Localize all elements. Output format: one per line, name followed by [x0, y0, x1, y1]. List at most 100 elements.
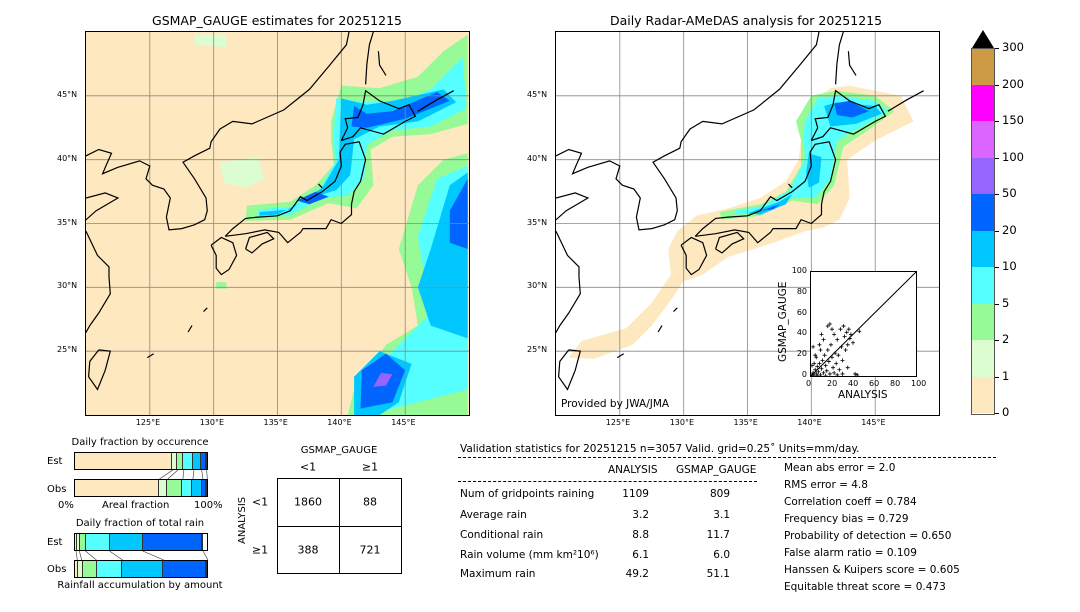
- score-line: Hanssen & Kuipers score = 0.605: [784, 564, 960, 576]
- stat-analysis-value: 6.1: [632, 549, 649, 561]
- lat-tick-label: 35°N: [57, 217, 78, 227]
- bar-segment: [172, 453, 178, 469]
- scatter-point: [835, 372, 840, 377]
- colorbar-tick: [995, 157, 999, 159]
- bar-segment: [162, 561, 206, 577]
- colorbar-tick: [995, 376, 999, 378]
- precip-region: [747, 194, 793, 215]
- cell-hit: 721: [359, 543, 381, 557]
- stat-label: Conditional rain: [460, 529, 544, 541]
- coastline: [557, 349, 582, 391]
- colorbar-tick: [995, 194, 999, 195]
- coastline: [847, 51, 857, 76]
- colorbar-label: 10: [1002, 259, 1017, 273]
- scatter-ytick: 80: [796, 286, 807, 296]
- score-line: False alarm ratio = 0.109: [784, 547, 917, 559]
- colorbar-tick: [995, 230, 999, 232]
- scatter-point: [825, 324, 830, 329]
- colorbar-extend-arrow: [972, 30, 994, 48]
- colorbar-tick: [995, 121, 999, 122]
- stats-title: Validation statistics for 20251215 n=305…: [460, 443, 860, 455]
- lat-tick-label: 40°N: [527, 153, 548, 163]
- scatter-point: [855, 372, 860, 377]
- right-map-title: Daily Radar-AMeDAS analysis for 20251215: [609, 13, 883, 28]
- score-line: Frequency bias = 0.729: [784, 513, 909, 525]
- scatter-xtick: 20: [827, 379, 838, 388]
- scatter-point: [828, 342, 833, 347]
- colorbar-segment: [972, 84, 994, 121]
- colorbar-tick: [995, 340, 999, 341]
- bar-segment: [75, 534, 77, 550]
- bar-segment: [158, 480, 168, 496]
- scatter-point: [845, 342, 850, 347]
- scatter-point: [847, 336, 852, 341]
- stat-gsmap-value: 3.1: [713, 509, 730, 521]
- stat-analysis-value: 3.2: [632, 509, 649, 521]
- bar-segment: [191, 480, 202, 496]
- coastline: [835, 32, 844, 85]
- colorbar-label: 0: [1002, 405, 1010, 419]
- occ-xtick-1: 100%: [194, 500, 223, 511]
- scatter-point: [834, 361, 839, 366]
- rain-connectors: [75, 551, 208, 560]
- precip-region: [449, 178, 468, 249]
- precip-region: [194, 34, 227, 48]
- colorbar-segment: [972, 376, 994, 413]
- scatter-point: [845, 365, 850, 370]
- colorbar-segment: [972, 230, 994, 267]
- rain-obs-label: Obs: [47, 564, 67, 575]
- colorbar-segment: [972, 340, 994, 377]
- colorbar-frame: [971, 48, 995, 415]
- scatter-point: [827, 371, 832, 376]
- scatter-ytick: 40: [796, 328, 807, 338]
- connector-line: [201, 470, 204, 479]
- bar-segment: [82, 561, 97, 577]
- scatter-point: [840, 358, 845, 363]
- scatter-point: [832, 370, 837, 375]
- coastline: [377, 51, 387, 76]
- occ-xtick-0: 0%: [58, 500, 74, 511]
- lon-tick-label: 135°E: [733, 418, 758, 427]
- coastline: [203, 307, 208, 313]
- connector-line: [142, 551, 164, 560]
- scatter-point: [857, 329, 862, 334]
- bar-segment: [205, 561, 207, 577]
- scatter-point: [835, 337, 840, 342]
- coastline: [887, 90, 924, 112]
- bar-segment: [167, 480, 182, 496]
- bar-segment: [142, 534, 202, 550]
- scatter-xlabel: ANALYSIS: [838, 389, 888, 401]
- lon-tick-label: 140°E: [327, 418, 352, 427]
- contingency-col-title: GSMAP_GAUGE: [300, 445, 378, 456]
- coastline: [556, 32, 820, 231]
- scatter-point: [827, 322, 832, 326]
- scatter-point: [853, 371, 858, 376]
- precip-region: [351, 92, 450, 128]
- occurrence-title: Daily fraction by occurence: [71, 437, 209, 448]
- scatter-point: [814, 355, 819, 360]
- bar-segment: [96, 561, 123, 577]
- lon-tick-label: 145°E: [391, 418, 416, 427]
- colorbar-tick: [995, 303, 999, 305]
- connector-line: [192, 470, 195, 479]
- scatter-point: [814, 371, 819, 376]
- lat-tick-label: 35°N: [527, 217, 548, 227]
- scatter-point: [819, 366, 824, 371]
- coastline: [86, 230, 111, 334]
- bar-segment: [181, 480, 192, 496]
- cell-miss: 388: [297, 543, 319, 557]
- scatter-ytick: 0: [801, 370, 807, 379]
- bar-segment: [205, 453, 207, 469]
- scatter-point: [825, 348, 830, 352]
- colorbar-segment: [972, 267, 994, 304]
- bar-segment: [109, 534, 143, 550]
- scatter-ylabel: GSMAP_GAUGE: [777, 281, 789, 362]
- stat-analysis-value: 8.8: [632, 529, 649, 541]
- scatter-point: [813, 353, 818, 358]
- bar-segment: [122, 561, 163, 577]
- scatter-point: [812, 361, 817, 366]
- coastline: [86, 192, 120, 221]
- occurrence-connectors: [159, 470, 208, 479]
- coastline: [657, 325, 663, 333]
- connector-line: [159, 470, 173, 479]
